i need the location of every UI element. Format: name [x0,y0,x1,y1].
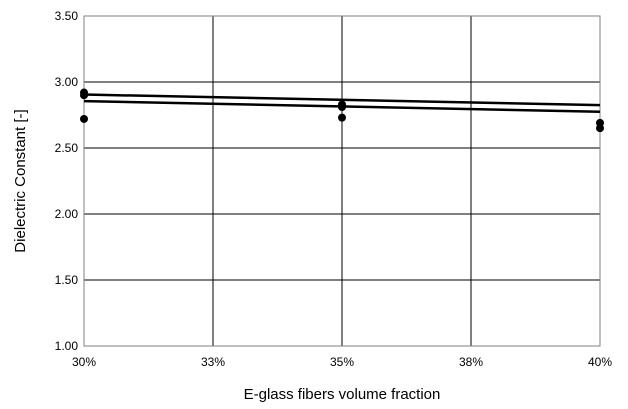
data-point-0-5 [338,113,346,122]
plot-area [83,15,601,347]
x-axis-title: E-glass fibers volume fraction [244,386,441,403]
data-point-0-4 [338,103,346,112]
x-tick-label-1: 33% [201,355,225,369]
x-tick-label-2: 35% [330,355,354,369]
data-point-0-2 [80,114,88,123]
x-tick-label-4: 40% [588,355,612,369]
x-tick-label-0: 30% [72,355,96,369]
y-tick-label-1: 1.50 [55,273,79,287]
x-tick-label-3: 38% [459,355,483,369]
y-axis-tick-labels: 1.00 1.50 2.00 2.50 3.00 3.50 [55,9,79,353]
trend-line-1 [83,93,601,107]
y-tick-label-2: 2.00 [55,207,79,221]
series-layer [80,88,604,133]
y-tick-label-3: 2.50 [55,141,79,155]
y-tick-label-0: 1.00 [55,339,79,353]
y-tick-label-4: 3.00 [55,75,79,89]
y-axis-title: Dielectric Constant [-] [12,109,29,252]
data-point-0-1 [80,91,88,100]
data-point-0-7 [596,124,604,133]
y-tick-label-5: 3.50 [55,9,79,23]
x-axis-tick-labels: 30% 33% 35% 38% 40% [72,355,612,369]
